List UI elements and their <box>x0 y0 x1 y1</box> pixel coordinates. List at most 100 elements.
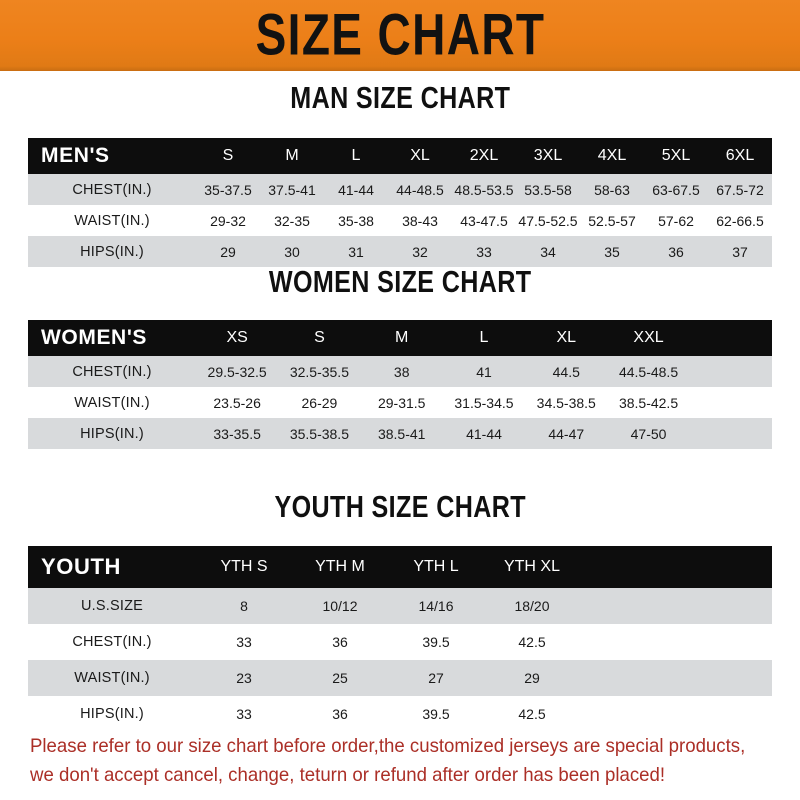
youth-size-header <box>676 546 772 588</box>
youth-row-label: U.S.SIZE <box>80 598 144 614</box>
men-measure-cell: 34 <box>540 243 556 260</box>
disclaimer-line-2: we don't accept cancel, change, teturn o… <box>30 764 666 786</box>
men-measure-cell: 58-63 <box>594 181 630 198</box>
youth-section-title-text: YOUTH SIZE CHART <box>274 490 526 524</box>
youth-measure-cell: 36 <box>332 634 348 650</box>
youth-measure-cell: 27 <box>428 670 444 686</box>
youth-size-table: YOUTH YTH S YTH M YTH L YTH XL U.S.SIZE 8 10/12… <box>28 546 772 732</box>
table-row: U.S.SIZE 8 10/12 14/16 18/20 <box>28 588 772 624</box>
women-measure-cell <box>690 387 772 418</box>
youth-measure-cell: 33 <box>236 706 252 722</box>
men-measure-cell: 53.5-58 <box>524 181 572 198</box>
youth-measure-cell <box>580 696 676 732</box>
women-measure-cell: 23.5-26 <box>213 394 261 411</box>
women-measure-cell: 29-31.5 <box>377 394 426 411</box>
women-measure-cell: 44.5 <box>552 363 580 380</box>
men-measure-cell: 44-48.5 <box>396 181 444 198</box>
men-measure-cell: 35 <box>604 243 620 260</box>
youth-measure-cell <box>580 660 676 696</box>
men-header-title: MEN'S <box>41 144 110 167</box>
table-row: WAIST(IN.) 23 25 27 29 <box>28 660 772 696</box>
men-measure-cell: 41-44 <box>338 181 374 198</box>
men-measure-cell: 38-43 <box>402 212 438 229</box>
men-section-title: MAN SIZE CHART <box>0 83 800 113</box>
men-measure-cell: 35-38 <box>338 212 374 229</box>
youth-measure-cell <box>676 660 772 696</box>
women-size-header: L <box>479 329 489 346</box>
men-measure-cell: 32-35 <box>274 212 310 229</box>
men-size-header: S <box>222 147 234 164</box>
women-row-label: CHEST(IN.) <box>72 363 152 380</box>
youth-measure-cell: 18/20 <box>514 598 550 614</box>
women-size-header: S <box>314 329 325 346</box>
youth-measure-cell: 14/16 <box>418 598 454 614</box>
women-measure-cell: 47-50 <box>630 425 667 442</box>
youth-measure-cell: 29 <box>524 670 540 686</box>
women-measure-cell: 41 <box>476 363 492 380</box>
women-measure-cell <box>690 356 772 387</box>
youth-measure-cell <box>580 588 676 624</box>
men-measure-cell: 57-62 <box>658 212 694 229</box>
youth-measure-cell: 23 <box>236 670 252 686</box>
women-measure-cell: 29.5-32.5 <box>207 363 267 380</box>
youth-header-row: YOUTH YTH S YTH M YTH L YTH XL <box>28 546 772 588</box>
men-measure-cell: 32 <box>412 243 428 260</box>
women-section-title: WOMEN SIZE CHART <box>0 265 800 299</box>
men-measure-cell: 67.5-72 <box>716 181 764 198</box>
men-measure-cell: 36 <box>668 243 684 260</box>
page-title: SIZE CHART <box>255 1 545 67</box>
men-size-header: 3XL <box>533 147 563 164</box>
men-measure-cell: 62-66.5 <box>716 212 764 229</box>
men-measure-cell: 52.5-57 <box>588 212 636 229</box>
women-measure-cell: 34.5-38.5 <box>536 394 596 411</box>
women-size-header: M <box>395 329 409 346</box>
youth-measure-cell <box>676 624 772 660</box>
men-measure-cell: 35-37.5 <box>204 181 252 198</box>
men-measure-cell: 29-32 <box>210 212 246 229</box>
women-measure-cell: 38 <box>393 363 410 380</box>
men-measure-cell: 63-67.5 <box>652 181 700 198</box>
men-measure-cell: 33 <box>476 243 492 260</box>
youth-measure-cell: 42.5 <box>518 706 546 722</box>
table-row: CHEST(IN.) 35-37.5 37.5-41 41-44 44-48.5 48.5… <box>28 174 772 205</box>
order-disclaimer: Please refer to our size chart before or… <box>30 732 782 790</box>
women-header-title: WOMEN'S <box>41 326 148 349</box>
women-size-header: XL <box>556 329 577 346</box>
youth-size-header: YTH XL <box>503 558 560 575</box>
men-size-header: 2XL <box>469 147 499 164</box>
women-measure-cell: 44.5-48.5 <box>618 363 679 380</box>
youth-measure-cell: 10/12 <box>322 598 358 614</box>
youth-measure-cell: 36 <box>332 706 348 722</box>
women-row-label: HIPS(IN.) <box>80 425 144 442</box>
men-row-label: WAIST(IN.) <box>74 212 150 229</box>
youth-measure-cell: 33 <box>236 634 252 650</box>
youth-measure-cell: 8 <box>240 598 248 614</box>
men-table-body: MEN'S S M L XL 2XL 3XL 4XL 5XL 6XL CHEST(IN.) 35-37… <box>28 138 772 267</box>
youth-size-header: YTH S <box>220 558 268 575</box>
youth-measure-cell: 39.5 <box>422 706 450 722</box>
youth-measure-cell <box>676 588 772 624</box>
table-row: CHEST(IN.) 33 36 39.5 42.5 <box>28 624 772 660</box>
page-banner: SIZE CHART <box>0 0 800 71</box>
women-measure-cell: 38.5-42.5 <box>618 394 679 411</box>
youth-measure-cell <box>580 624 676 660</box>
youth-section-title: YOUTH SIZE CHART <box>0 490 800 524</box>
women-measure-cell: 32.5-35.5 <box>289 363 349 380</box>
women-measure-cell: 26-29 <box>301 394 338 411</box>
youth-row-label: HIPS(IN.) <box>80 706 144 722</box>
youth-header-title: YOUTH <box>41 554 121 579</box>
women-header-row: WOMEN'S XS S M L XL XXL <box>28 320 772 356</box>
women-measure-cell: 31.5-34.5 <box>454 394 514 411</box>
youth-measure-cell: 39.5 <box>422 634 450 650</box>
men-size-header: 5XL <box>661 147 691 164</box>
men-size-header: XL <box>410 147 430 164</box>
table-row: HIPS(IN.) 29 30 31 32 33 34 35 36 37 <box>28 236 772 267</box>
youth-size-header <box>580 546 676 588</box>
disclaimer-line-1: Please refer to our size chart before or… <box>30 735 746 757</box>
table-row: CHEST(IN.) 29.5-32.5 32.5-35.5 38 41 44.5 44.5… <box>28 356 772 387</box>
women-section-title-text: WOMEN SIZE CHART <box>268 265 532 299</box>
women-size-header: XS <box>226 329 248 346</box>
men-measure-cell: 29 <box>220 243 236 260</box>
men-measure-cell: 30 <box>284 243 300 260</box>
table-row: WAIST(IN.) 29-32 32-35 35-38 38-43 43-47.5 47.… <box>28 205 772 236</box>
